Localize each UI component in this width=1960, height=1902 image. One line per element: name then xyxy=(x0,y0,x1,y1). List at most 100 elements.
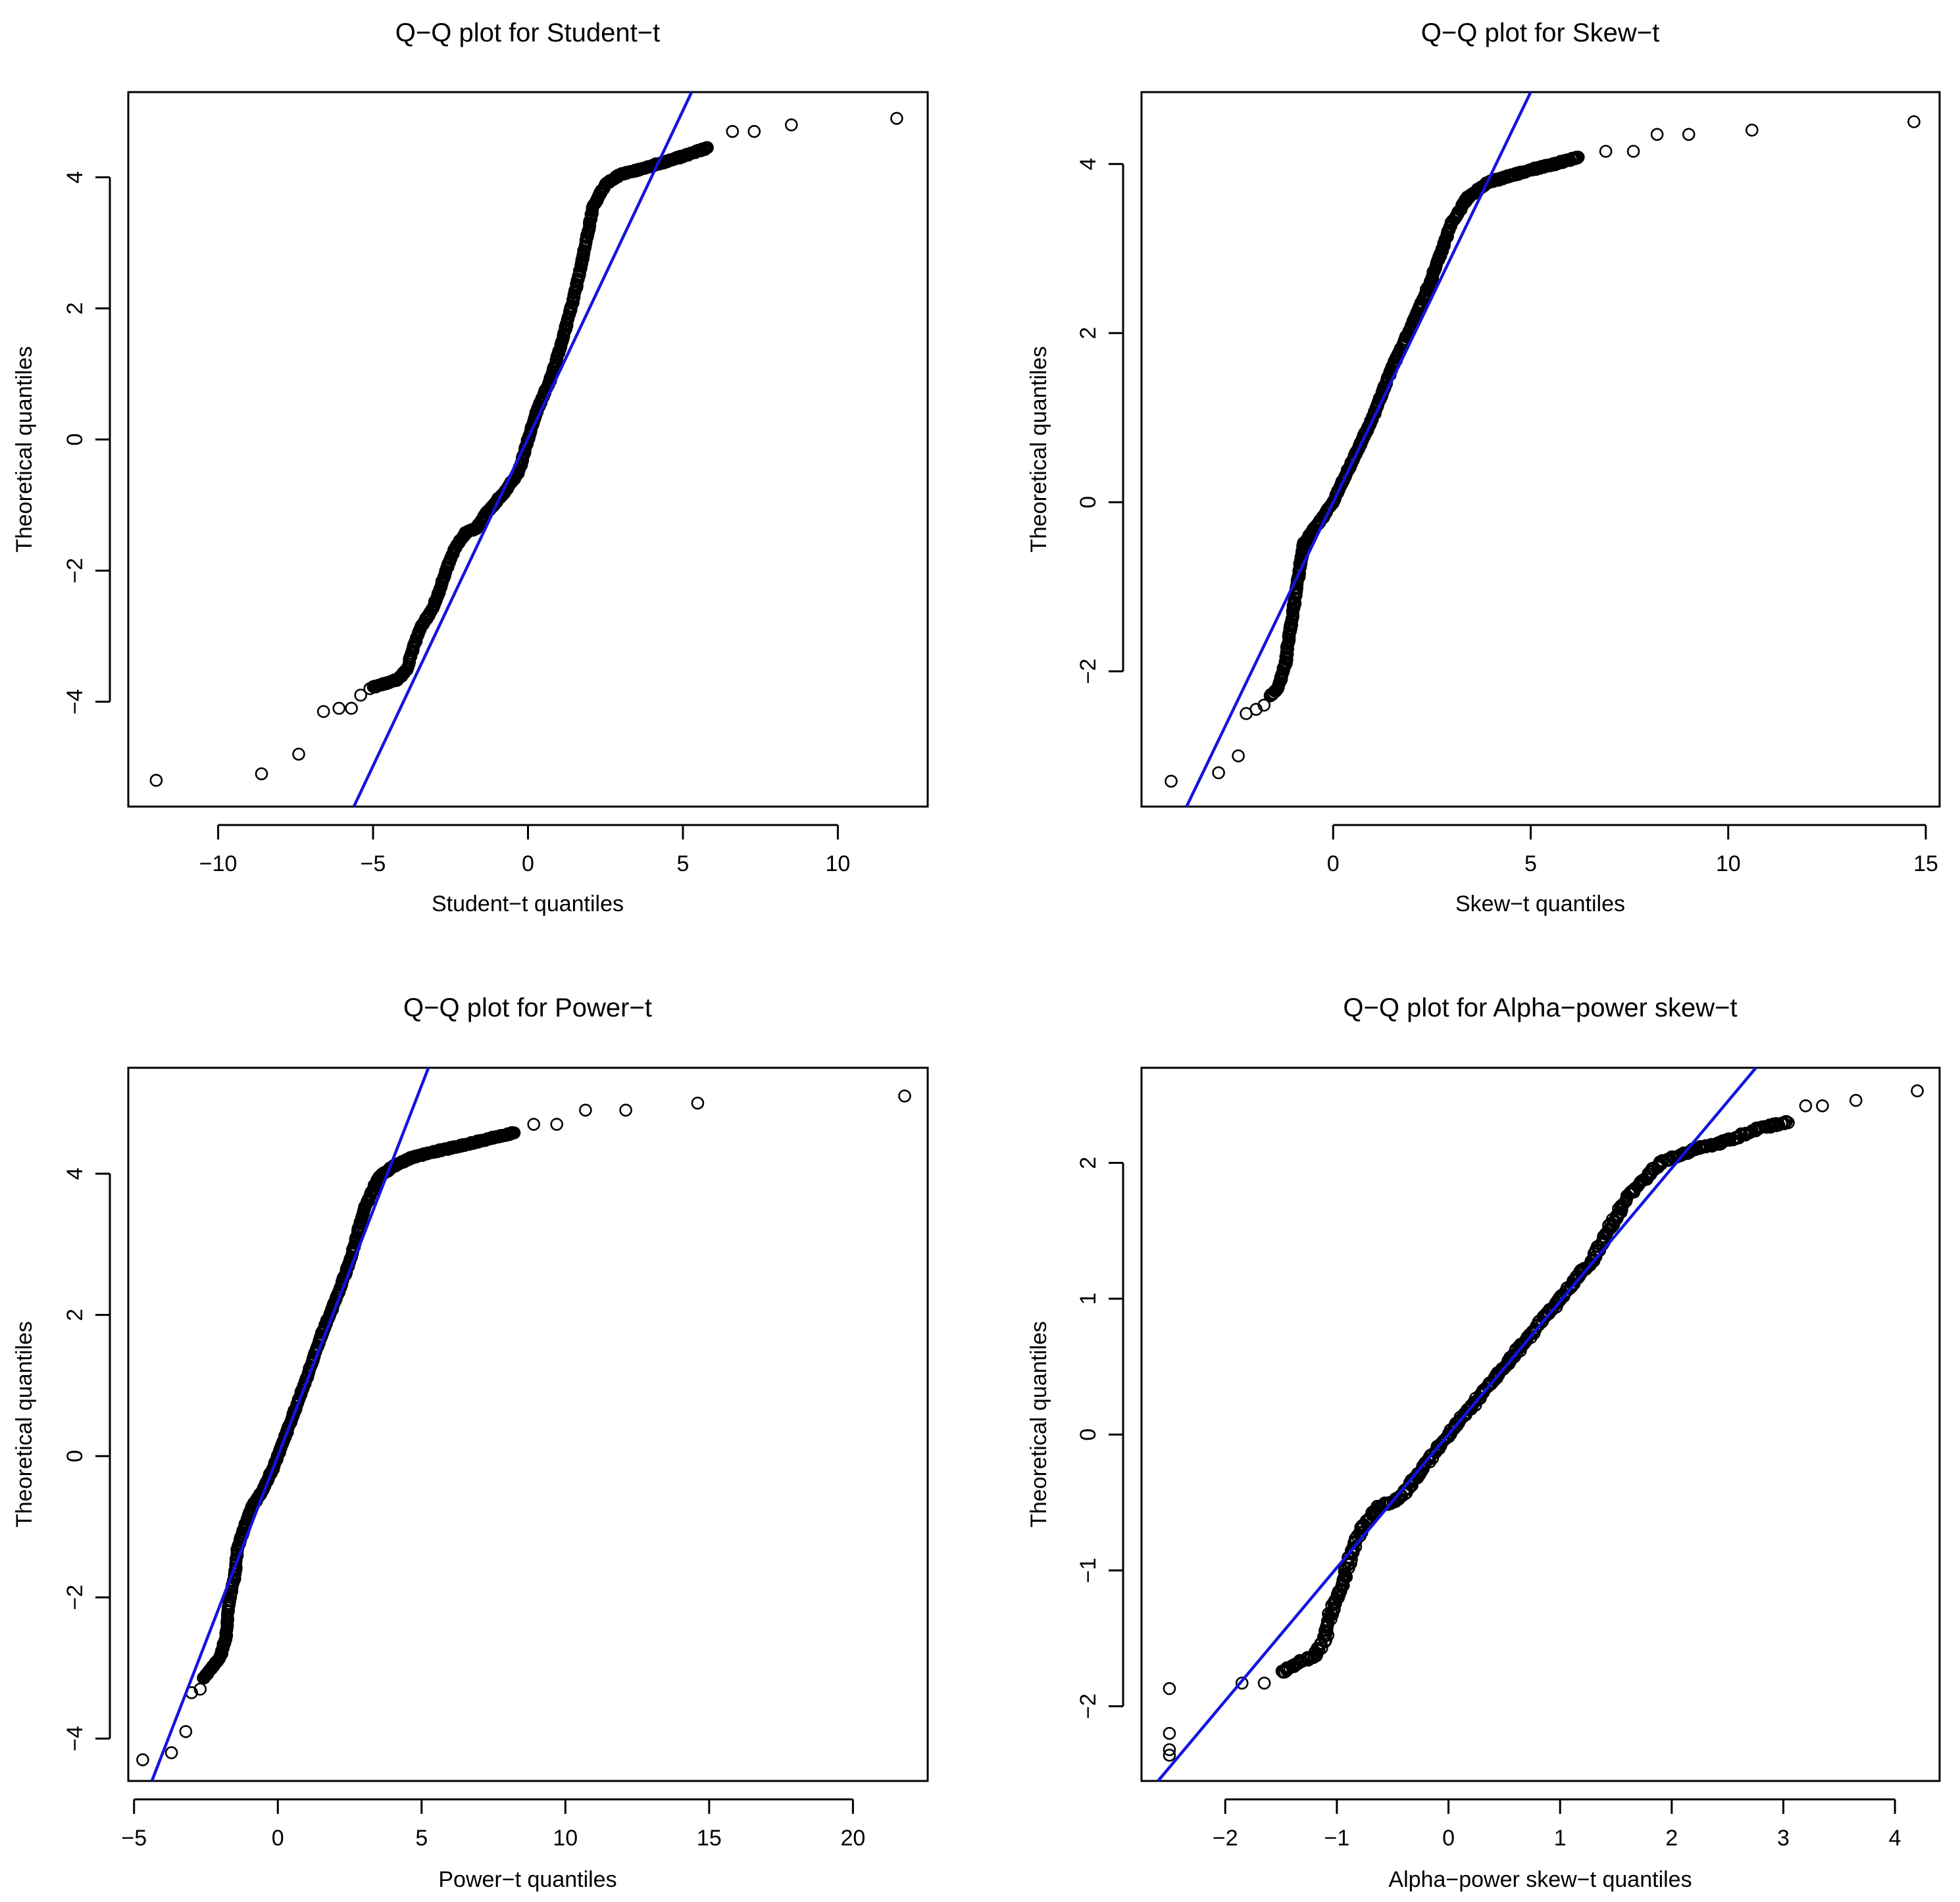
qq-point xyxy=(136,1753,149,1766)
panel-alpha-power-skew-t-frame xyxy=(1140,1066,1941,1782)
panel-alpha-power-skew-t-y-tick-label: −1 xyxy=(1076,1558,1101,1584)
qq-point xyxy=(255,767,268,780)
panel-alpha-power-skew-t-x-tick-label: 0 xyxy=(1442,1826,1455,1851)
panel-skew-t-x-tick-label: 5 xyxy=(1524,851,1537,876)
panel-student-t-y-tick-label: 2 xyxy=(63,302,88,314)
qq-point xyxy=(527,1118,541,1131)
panel-power-t-points xyxy=(136,1089,911,1766)
panel-alpha-power-skew-t-y-tick-label: 2 xyxy=(1076,1157,1101,1169)
panel-skew-t-ylabel: Theoretical quantiles xyxy=(1026,346,1051,553)
qq-point xyxy=(164,1746,178,1759)
panel-alpha-power-skew-t-y-tick-label: 0 xyxy=(1076,1428,1101,1441)
panel-student-t-frame xyxy=(127,91,929,808)
panel-alpha-power-skew-t: Q−Q plot for Alpha−power skew−t Alpha−po… xyxy=(1026,993,1941,1892)
panel-power-t-y-tick-label: 2 xyxy=(63,1309,88,1321)
qq-point xyxy=(1257,699,1270,712)
qq-point xyxy=(1746,124,1759,137)
qq-point xyxy=(890,112,903,125)
qq-point xyxy=(1626,145,1640,158)
panel-alpha-power-skew-t-title: Q−Q plot for Alpha−power skew−t xyxy=(1343,993,1737,1022)
panel-student-t-x-tick-label: 5 xyxy=(677,851,690,876)
panel-skew-t-x-tick-label: 15 xyxy=(1913,851,1938,876)
qq-point xyxy=(193,1682,207,1696)
qq-point xyxy=(691,1096,705,1110)
panel-alpha-power-skew-t-y-axis: −2 −1 0 1 2 xyxy=(1076,1157,1124,1719)
qq-point xyxy=(1165,774,1178,788)
panel-power-t-title: Q−Q plot for Power−t xyxy=(403,993,652,1022)
panel-power-t-x-axis: −5 0 5 10 15 20 xyxy=(121,1798,865,1851)
qq-point xyxy=(1163,1749,1176,1762)
panel-student-t: Q−Q plot for Student−t Student−t quantil… xyxy=(12,18,929,916)
qq-point xyxy=(1907,115,1921,128)
panel-student-t-xlabel: Student−t quantiles xyxy=(432,891,624,916)
panel-power-t-y-tick-label: 4 xyxy=(63,1168,88,1180)
qq-point xyxy=(1163,1682,1176,1695)
panel-skew-t-title: Q−Q plot for Skew−t xyxy=(1421,18,1659,47)
qq-point xyxy=(1163,1726,1176,1740)
panel-alpha-power-skew-t-x-tick-label: −2 xyxy=(1213,1826,1238,1851)
qq-point xyxy=(1682,128,1696,141)
qq-point xyxy=(1650,128,1664,141)
qq-point xyxy=(1782,1116,1795,1130)
panel-student-t-ylabel: Theoretical quantiles xyxy=(12,346,37,553)
panel-power-t-reference-line xyxy=(150,1067,430,1782)
panel-student-t-x-tick-label: 0 xyxy=(522,851,534,876)
qq-point xyxy=(726,125,740,138)
panel-skew-t-y-tick-label: −2 xyxy=(1076,659,1101,684)
panel-student-t-y-tick-label: 0 xyxy=(63,434,88,446)
panel-power-t-x-tick-label: 10 xyxy=(553,1826,578,1851)
panel-power-t-y-tick-label: 0 xyxy=(63,1450,88,1463)
qq-point xyxy=(1232,749,1245,763)
panel-skew-t-xlabel: Skew−t quantiles xyxy=(1455,891,1625,916)
panel-skew-t-x-tick-label: 0 xyxy=(1327,851,1340,876)
qq-point xyxy=(1799,1099,1813,1113)
qq-point xyxy=(316,705,330,718)
panel-alpha-power-skew-t-y-tick-label: 1 xyxy=(1076,1293,1101,1305)
panel-student-t-x-tick-label: −10 xyxy=(199,851,238,876)
panel-power-t-frame xyxy=(127,1066,929,1782)
panel-skew-t-y-axis: −2 0 2 4 xyxy=(1076,158,1124,684)
panel-alpha-power-skew-t-xlabel: Alpha−power skew−t quantiles xyxy=(1388,1867,1692,1892)
panel-student-t-y-tick-label: −2 xyxy=(63,558,88,584)
panel-skew-t-reference-line xyxy=(1185,91,1532,807)
qq-point xyxy=(747,125,761,138)
panel-power-t-xlabel: Power−t quantiles xyxy=(438,1867,616,1892)
panel-student-t-y-tick-label: 4 xyxy=(63,171,88,184)
qq-point xyxy=(579,1103,592,1117)
panel-power-t: Q−Q plot for Power−t Power−t quantiles T… xyxy=(12,993,929,1892)
qq-point xyxy=(292,747,305,761)
panel-power-t-ylabel: Theoretical quantiles xyxy=(12,1321,37,1528)
panel-student-t-points xyxy=(149,112,903,787)
panel-student-t-x-axis: −10 −5 0 5 10 xyxy=(199,824,850,876)
qq-point xyxy=(1599,145,1613,158)
qq-point xyxy=(149,774,163,787)
panel-alpha-power-skew-t-y-tick-label: −2 xyxy=(1076,1693,1101,1719)
qq-point xyxy=(1911,1084,1924,1097)
panel-alpha-power-skew-t-x-tick-label: 2 xyxy=(1665,1826,1678,1851)
qq-point xyxy=(898,1089,911,1103)
panel-student-t-y-tick-label: −4 xyxy=(63,689,88,714)
panel-student-t-y-axis: −4 −2 0 2 4 xyxy=(63,171,111,714)
qq-point xyxy=(1816,1099,1829,1113)
qq-point xyxy=(1572,151,1585,164)
panel-skew-t-x-axis: 0 5 10 15 xyxy=(1327,824,1938,876)
qq-point xyxy=(363,682,377,695)
panel-alpha-power-skew-t-points xyxy=(1163,1084,1924,1762)
panel-student-t-x-tick-label: −5 xyxy=(361,851,386,876)
panel-alpha-power-skew-t-x-axis: −2 −1 0 1 2 3 4 xyxy=(1213,1798,1901,1851)
qq-point xyxy=(507,1126,521,1139)
panel-power-t-x-tick-label: 15 xyxy=(697,1826,722,1851)
panel-student-t-reference-line xyxy=(352,91,693,807)
panel-skew-t-frame xyxy=(1140,91,1941,808)
panel-alpha-power-skew-t-x-tick-label: 3 xyxy=(1777,1826,1790,1851)
panel-alpha-power-skew-t-x-tick-label: 4 xyxy=(1889,1826,1901,1851)
qq-point xyxy=(345,701,358,715)
panel-skew-t-x-tick-label: 10 xyxy=(1716,851,1741,876)
panel-power-t-x-tick-label: 0 xyxy=(272,1826,284,1851)
panel-alpha-power-skew-t-ylabel: Theoretical quantiles xyxy=(1026,1321,1051,1528)
panel-power-t-x-tick-label: 5 xyxy=(415,1826,428,1851)
qq-point xyxy=(1257,1676,1271,1690)
panel-skew-t-y-tick-label: 4 xyxy=(1076,158,1101,170)
qq-point xyxy=(701,141,714,155)
